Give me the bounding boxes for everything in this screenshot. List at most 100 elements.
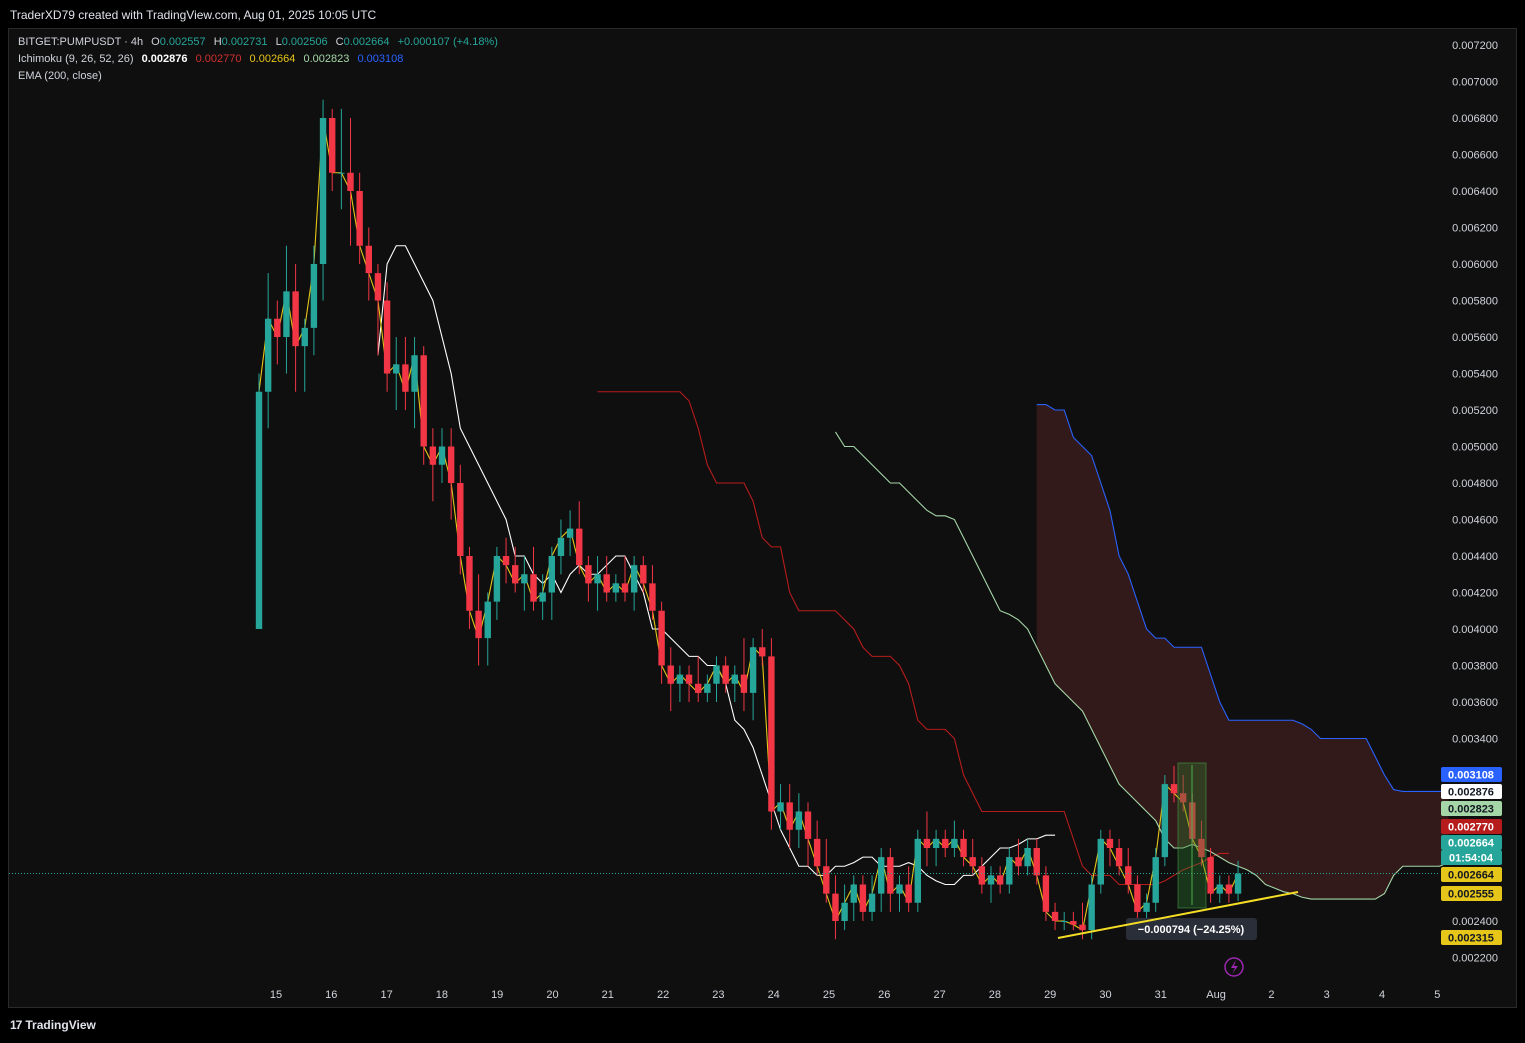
candle-up [264,318,272,392]
candle-down [347,172,354,191]
candle-up [393,364,400,374]
candle-up [749,647,757,693]
candle-up [676,674,684,684]
candle-down [759,647,766,657]
candle-up [1061,921,1068,922]
candle-up [319,118,327,264]
legend-high: 0.002731 [221,36,268,48]
candle-up [713,665,720,684]
support-trendline[interactable] [1057,891,1299,939]
tradingview-logo[interactable]: 17 TradingView [10,1018,96,1032]
candle-down [292,291,299,347]
conversion-line [377,245,1056,886]
candle-down [786,802,793,830]
price-tick-label: 0.006400 [1452,186,1498,198]
candle-up [566,528,574,538]
candle-down [530,574,537,602]
candle-up [777,802,784,812]
candle-down [722,665,729,684]
candle-down [1051,911,1059,921]
legend-low-label: L [275,36,282,48]
price-tick-label: 0.004400 [1452,551,1498,563]
price-tick-label: 0.003800 [1452,661,1498,673]
legend-close-label: C [335,36,344,48]
time-tick-label: 25 [823,989,835,1001]
measure-label-box [1126,918,1257,940]
candle-up [539,592,546,602]
time-tick-label: 24 [768,989,780,1001]
candle-up [731,674,738,684]
legend-low: 0.002506 [281,36,328,48]
time-axis[interactable]: 15 16 17 18 19 20 21 22 23 24 25 26 27 28 29 30 31 Aug 2 3 4… [270,989,1440,1001]
legend-row-ema[interactable]: EMA (200, close) [18,70,107,82]
candle-down [356,191,363,246]
candle-down [512,565,519,584]
legend-ema-label: EMA (200, close) [18,70,102,82]
base-line-line [597,391,1229,886]
candle-up [795,811,803,830]
time-tick-label: 22 [657,989,669,1001]
lightning-icon[interactable] [1224,957,1244,977]
candle-up [850,884,857,903]
price-tick-label: 0.005400 [1452,369,1498,381]
candle-down [466,556,473,611]
candle-down [942,838,949,848]
candle-down [859,884,867,912]
candles [255,99,1242,940]
candle-up [987,875,995,885]
candle-down [1179,793,1187,803]
candle-up [868,893,876,912]
candle-down [457,483,464,556]
candle-up [1097,838,1104,885]
candle-down [649,583,656,611]
time-tick-label: 2 [1268,989,1274,1001]
price-tick-label: 0.005200 [1452,405,1498,417]
candle-down [1170,784,1178,794]
price-tick-label: 0.006200 [1452,223,1498,235]
tradingview-logo-icon: 17 [10,1018,22,1032]
lightning-bolt-icon [1231,960,1238,974]
candle-down [813,838,821,867]
candle-up [1234,873,1242,894]
candle-down [1207,857,1214,894]
time-tick-label: 17 [380,989,392,1001]
candle-up [594,574,601,584]
time-tick-label: Aug [1206,989,1226,1001]
legend-ichimoku-span-b: 0.003108 [357,53,404,65]
candle-down [402,364,409,392]
candle-down [804,811,812,839]
price-tick-label: 0.004600 [1452,515,1498,527]
price-axis[interactable]: 0.007200 0.007000 0.006800 0.006600 0.006400… [1441,40,1502,965]
leading-span-b-line [1036,403,1449,792]
candle-down [832,893,839,921]
drawings[interactable]: −0.000794 (−24.25%) [9,762,1440,977]
legend-change: +0.000107 (+4.18%) [397,36,498,48]
legend-row-ichimoku[interactable]: Ichimoku (9, 26, 52, 26) 0.002876 0.0027… [18,53,408,65]
candle-up [255,391,263,629]
price-tag [1441,819,1502,834]
candle-up [1088,884,1095,931]
candle-down [621,583,629,593]
price-tick-label: 0.006600 [1452,150,1498,162]
time-tick-label: 5 [1434,989,1440,1001]
candle-up [612,583,620,593]
legend-symbol: BITGET:PUMPUSDT · 4h [18,36,144,48]
price-tag [1441,835,1502,850]
candle-down [329,118,336,173]
price-tick-label: 0.002400 [1452,916,1498,928]
legend-ichimoku-span-a: 0.002823 [303,53,350,65]
candle-up [914,838,921,903]
price-tick-label: 0.002200 [1452,953,1498,965]
legend-ichimoku-label: Ichimoku (9, 26, 52, 26) [18,53,134,65]
price-tick-label: 0.006800 [1452,113,1498,125]
price-tag [1441,867,1502,882]
price-tick-label: 0.004800 [1452,478,1498,490]
price-tag [1441,767,1502,782]
candle-down [969,857,976,867]
time-tick-label: 4 [1379,989,1385,1001]
candle-down [658,610,665,666]
candle-up [338,172,345,174]
time-tick-label: 27 [933,989,945,1001]
candle-down [887,857,894,894]
